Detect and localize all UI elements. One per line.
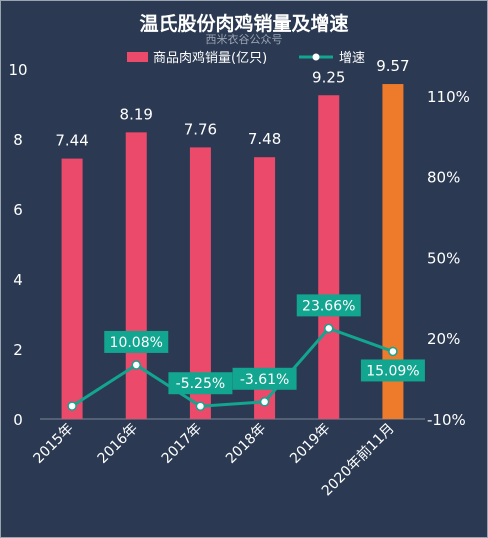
bar <box>318 95 340 419</box>
y-right-axis: -10% 20% 50% 80% 110% <box>427 88 470 429</box>
bar-series <box>61 84 404 420</box>
y-left-tick-label: 2 <box>13 341 23 359</box>
line-value-label: 15.09% <box>366 363 419 379</box>
x-tick-label: 2015年 <box>30 421 76 467</box>
y-right-tick-label: 50% <box>427 249 460 267</box>
y-left-tick-label: 4 <box>13 271 23 289</box>
line-value-label: -3.61% <box>240 372 290 388</box>
y-left-tick-label: 8 <box>13 131 23 149</box>
x-tick-label: 2016年 <box>95 421 141 467</box>
line-label-box <box>104 330 169 353</box>
x-tick-label: 2017年 <box>159 421 205 467</box>
y-left-tick-label: 6 <box>13 201 23 219</box>
bar <box>254 157 276 419</box>
y-left-axis: 0 2 4 6 8 10 <box>8 61 27 429</box>
y-right-tick-label: -10% <box>427 411 466 429</box>
line-series <box>67 323 398 411</box>
chart-title: 温氏股份肉鸡销量及增速 <box>139 13 349 35</box>
bar-value-label: 7.76 <box>184 120 217 138</box>
chart-subtitle: 西米衣谷公众号 <box>205 33 283 46</box>
bar <box>382 84 404 420</box>
bar <box>61 158 83 419</box>
growth-line <box>71 326 394 408</box>
bar-value-label: 8.19 <box>120 105 153 123</box>
line-label-box <box>168 372 233 395</box>
line-label-box <box>232 367 297 390</box>
legend: 商品肉鸡销量(亿只) 增速 <box>127 50 365 66</box>
growth-point <box>67 401 77 411</box>
growth-point <box>259 397 270 407</box>
growth-point <box>195 401 206 411</box>
bar <box>189 147 211 419</box>
line-label-box <box>360 359 425 382</box>
y-right-tick-label: 80% <box>427 169 460 187</box>
bar-value-label: 9.25 <box>312 68 345 86</box>
line-value-label: 23.66% <box>302 298 355 314</box>
legend-bar-label: 商品肉鸡销量(亿只) <box>153 50 267 66</box>
line-value-label: 10.08% <box>110 335 163 351</box>
bar-value-label: 7.44 <box>55 132 88 150</box>
x-tick-label: 2018年 <box>223 421 269 467</box>
y-left-tick-label: 0 <box>13 411 23 429</box>
line-label-box <box>296 294 361 317</box>
legend-line-marker <box>312 53 320 61</box>
bar <box>125 132 147 419</box>
growth-point <box>388 346 398 357</box>
bar-value-label: 7.48 <box>248 130 281 148</box>
legend-bar-swatch <box>127 52 148 62</box>
legend-line-label: 增速 <box>339 51 365 66</box>
growth-point <box>324 323 334 334</box>
y-right-tick-label: 20% <box>427 330 460 348</box>
growth-point <box>131 360 141 370</box>
bar-value-label: 9.57 <box>376 57 409 75</box>
y-left-tick-label: 10 <box>8 61 27 79</box>
y-right-tick-label: 110% <box>427 88 470 106</box>
x-tick-label: 2019年 <box>287 421 333 467</box>
bar-value-labels: 7.44 8.19 7.76 7.48 9.25 9.57 <box>55 57 409 150</box>
line-value-labels: 10.08% -5.25% -3.61% 23.66% 15.09% <box>104 294 425 395</box>
line-value-label: -5.25% <box>176 376 226 392</box>
